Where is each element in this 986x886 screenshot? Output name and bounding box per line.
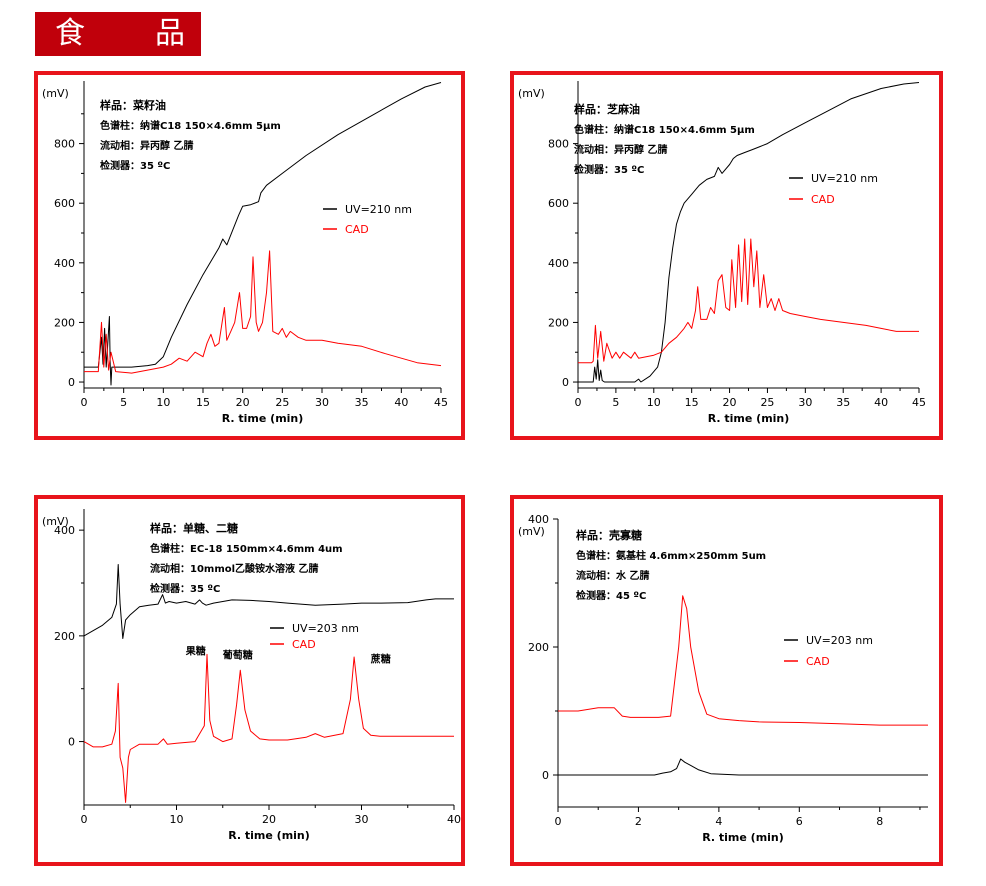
x-tick-label: 5: [120, 396, 127, 409]
banner-char-1: 食: [55, 16, 85, 51]
y-axis-label: (mV): [42, 515, 69, 528]
legend-entry: CAD: [345, 223, 369, 236]
sample-info-line: 样品：单糖、二糖: [150, 521, 238, 535]
x-axis-label: R. time (min): [702, 831, 784, 844]
x-tick-label: 20: [236, 396, 250, 409]
legend-entry: CAD: [292, 638, 316, 651]
chart-panel-sugars: 0 200 400 0 10 20 30 40 R. time (min) (mV) 样品：单糖、二…: [34, 495, 465, 866]
series-line-cad: [84, 250, 442, 374]
x-tick-label: 10: [170, 813, 184, 826]
sample-info-line: 样品：壳寡糖: [576, 528, 642, 542]
x-tick-label: 5: [612, 396, 619, 409]
x-axis-label: R. time (min): [708, 412, 790, 425]
legend-entry: CAD: [811, 193, 835, 206]
legend-entry: UV=203 nm: [806, 634, 873, 647]
y-tick-label: 800: [548, 138, 569, 151]
y-tick-label: 0: [542, 769, 549, 782]
sample-info-line: 流动相：水 乙腈: [576, 569, 649, 582]
series-line-uv: [578, 82, 920, 383]
x-tick-label: 45: [434, 396, 448, 409]
sample-info-line: 检测器：45 ºC: [576, 589, 646, 602]
chart-rapeseed-oil: 0 200 400 600 800 0 5 10 15 20 25 30 35 40 45 R. time (…: [42, 81, 448, 425]
y-tick-label: 400: [528, 513, 549, 526]
x-tick-label: 4: [715, 815, 722, 828]
y-tick-label: 800: [54, 138, 75, 151]
legend-entry: UV=203 nm: [292, 622, 359, 635]
y-tick-label: 400: [54, 257, 75, 270]
x-tick-label: 10: [647, 396, 661, 409]
chart-sugars: 0 200 400 0 10 20 30 40 R. time (min) (mV) 样品：单糖、二…: [42, 509, 461, 842]
sample-info-line: 样品：芝麻油: [574, 102, 640, 116]
x-tick-label: 45: [912, 396, 926, 409]
sample-info-line: 流动相：异丙醇 乙腈: [100, 139, 193, 152]
x-tick-label: 35: [836, 396, 850, 409]
sample-info-line: 样品：菜籽油: [100, 98, 166, 112]
x-tick-label: 20: [723, 396, 737, 409]
sample-info-line: 色谱柱：纳谱C18 150×4.6mm 5μm: [574, 123, 755, 136]
chart-panel-sesame-oil: 0 200 400 600 800 0 5 10 15 20 25 30 35 40 45 R. time (…: [510, 71, 943, 440]
x-tick-label: 0: [555, 815, 562, 828]
peak-label: 蔗糖: [370, 652, 391, 665]
x-axis-label: R. time (min): [228, 829, 310, 842]
sample-info-line: 流动相：10mmol乙酸铵水溶液 乙腈: [150, 562, 319, 575]
y-tick-label: 200: [54, 630, 75, 643]
legend-entry: UV=210 nm: [345, 203, 412, 216]
x-tick-label: 15: [685, 396, 699, 409]
x-tick-label: 20: [262, 813, 276, 826]
y-tick-label: 0: [68, 736, 75, 749]
x-tick-label: 15: [196, 396, 210, 409]
chart-panel-rapeseed-oil: 0 200 400 600 800 0 5 10 15 20 25 30 35 40 45 R. time (…: [34, 71, 465, 440]
sample-info-line: 检测器：35 ºC: [574, 163, 644, 176]
x-tick-label: 30: [355, 813, 369, 826]
y-tick-label: 600: [54, 197, 75, 210]
peak-label: 葡萄糖: [222, 649, 253, 662]
series-line-uv: [83, 564, 454, 639]
category-banner: 食 品: [35, 12, 201, 56]
peak-label: 果糖: [185, 644, 206, 657]
y-tick-label: 0: [68, 376, 75, 389]
chart-panel-chitooligosaccharide: 0 200 400 0 2 4 6 8 R. time (min) (mV) 样品：壳寡糖色谱柱：氨…: [510, 495, 943, 866]
sample-info-line: 色谱柱：氨基柱 4.6mm×250mm 5um: [576, 549, 766, 562]
y-tick-label: 600: [548, 197, 569, 210]
y-tick-label: 200: [548, 316, 569, 329]
x-tick-label: 2: [635, 815, 642, 828]
y-tick-label: 0: [562, 376, 569, 389]
y-axis-label: (mV): [42, 87, 69, 100]
y-tick-label: 200: [528, 641, 549, 654]
x-axis-label: R. time (min): [222, 412, 304, 425]
sample-info-line: 检测器：35 ºC: [100, 159, 170, 172]
banner-char-2: 品: [155, 16, 185, 51]
y-axis-label: (mV): [518, 525, 545, 538]
x-tick-label: 0: [81, 396, 88, 409]
series-line-cad: [558, 595, 928, 726]
x-tick-label: 25: [275, 396, 289, 409]
chart-chitooligosaccharide: 0 200 400 0 2 4 6 8 R. time (min) (mV) 样品：壳寡糖色谱柱：氨…: [518, 513, 928, 844]
series-line-cad: [83, 653, 454, 803]
series-line-uv: [558, 758, 928, 776]
y-tick-label: 200: [54, 316, 75, 329]
x-tick-label: 0: [81, 813, 88, 826]
y-tick-label: 400: [548, 257, 569, 270]
sample-info-line: 色谱柱：EC-18 150mm×4.6mm 4um: [150, 542, 343, 555]
y-axis-label: (mV): [518, 87, 545, 100]
chart-sesame-oil: 0 200 400 600 800 0 5 10 15 20 25 30 35 40 45 R. time (…: [518, 81, 926, 425]
x-tick-label: 25: [760, 396, 774, 409]
series-line-cad: [578, 238, 919, 364]
legend-entry: UV=210 nm: [811, 172, 878, 185]
sample-info-line: 色谱柱：纳谱C18 150×4.6mm 5μm: [100, 119, 281, 132]
x-tick-label: 40: [874, 396, 888, 409]
sample-info-line: 流动相：异丙醇 乙腈: [574, 143, 667, 156]
x-tick-label: 40: [394, 396, 408, 409]
x-tick-label: 30: [315, 396, 329, 409]
y-tick-label: 400: [54, 524, 75, 537]
sample-info-line: 检测器：35 ºC: [150, 582, 220, 595]
x-tick-label: 8: [876, 815, 883, 828]
x-tick-label: 0: [575, 396, 582, 409]
x-tick-label: 10: [156, 396, 170, 409]
legend-entry: CAD: [806, 655, 830, 668]
x-tick-label: 30: [798, 396, 812, 409]
x-tick-label: 35: [355, 396, 369, 409]
x-tick-label: 6: [796, 815, 803, 828]
x-tick-label: 40: [447, 813, 461, 826]
